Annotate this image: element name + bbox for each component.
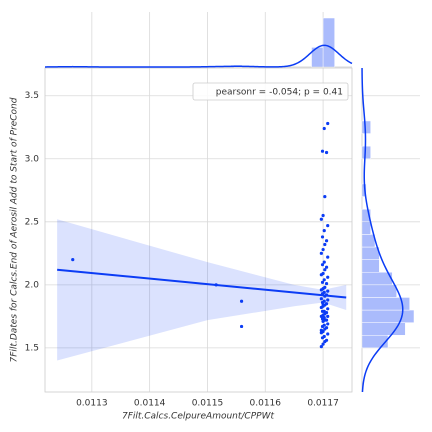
y-hist-bar xyxy=(361,259,380,273)
point xyxy=(323,285,327,289)
x-tick-label: 0.0115 xyxy=(192,399,224,409)
point xyxy=(326,223,330,228)
y-tick-label: 1.5 xyxy=(25,343,39,353)
point xyxy=(321,247,325,252)
point xyxy=(239,324,244,329)
point xyxy=(321,342,325,346)
y-tick-label: 2.5 xyxy=(25,217,39,227)
point xyxy=(326,255,330,259)
point xyxy=(239,299,244,303)
y-kde-curve xyxy=(361,67,404,393)
x-tick-label: 0.0117 xyxy=(307,399,339,409)
point xyxy=(321,213,325,218)
y-hist-bar xyxy=(361,208,371,223)
point xyxy=(319,217,323,221)
point xyxy=(323,268,327,272)
point xyxy=(322,260,326,264)
x-kde-curve xyxy=(44,44,353,68)
point xyxy=(322,299,326,303)
y-hist-bar xyxy=(361,246,380,260)
point xyxy=(322,309,326,313)
point xyxy=(322,229,326,233)
y-hist-bar xyxy=(361,145,371,160)
point xyxy=(320,263,325,267)
x-axis-label: 7Filt.Calcs.CelpureAmount/CPPWt xyxy=(122,412,275,422)
point xyxy=(324,302,329,306)
point xyxy=(322,323,326,327)
y-tick-label: 3.0 xyxy=(25,154,40,164)
point xyxy=(320,280,325,284)
point xyxy=(319,328,323,332)
point xyxy=(71,258,75,262)
point xyxy=(326,322,330,326)
y-hist-bar xyxy=(361,221,371,235)
point xyxy=(320,149,325,153)
y-hist-bar xyxy=(361,234,376,248)
point xyxy=(324,150,329,155)
y-tick-label: 3.5 xyxy=(25,91,39,101)
point xyxy=(324,338,329,342)
point xyxy=(321,271,325,276)
point xyxy=(322,278,326,282)
point xyxy=(324,239,329,243)
point xyxy=(322,290,326,295)
x-tick-label: 0.0116 xyxy=(250,399,282,409)
point xyxy=(320,235,325,239)
y-hist-bar xyxy=(361,335,389,349)
x-hist-bar xyxy=(322,17,335,68)
point xyxy=(326,298,330,302)
legend-box xyxy=(192,82,349,101)
point xyxy=(324,318,329,322)
point xyxy=(324,326,329,330)
plot-frame xyxy=(44,67,353,393)
point xyxy=(326,275,330,279)
point xyxy=(321,303,325,307)
point xyxy=(322,334,326,339)
point xyxy=(319,251,323,255)
point xyxy=(326,289,330,293)
point xyxy=(326,332,330,336)
y-hist-bar xyxy=(361,120,371,134)
point xyxy=(322,126,326,131)
x-tick-label: 0.0113 xyxy=(76,399,108,409)
point xyxy=(319,345,323,349)
point xyxy=(319,297,323,301)
point xyxy=(326,314,330,318)
y-tick-label: 2.0 xyxy=(25,280,40,290)
annotation: pearsonr = -0.054; p = 0.41 xyxy=(216,88,343,98)
regression-line xyxy=(57,268,347,299)
y-axis-label: 7Filt.Dates for Calcs.End of Aerosil Add… xyxy=(10,97,20,362)
x-tick-label: 0.0114 xyxy=(134,399,166,409)
point xyxy=(322,316,326,320)
point xyxy=(326,307,330,311)
point xyxy=(323,242,327,247)
y-hist-bar xyxy=(361,309,415,323)
point xyxy=(326,121,330,126)
y-hist-bar xyxy=(361,271,393,286)
point xyxy=(324,265,329,269)
confidence-band xyxy=(57,219,347,361)
point xyxy=(324,281,329,286)
y-hist-bar xyxy=(361,284,397,298)
point xyxy=(323,194,327,199)
